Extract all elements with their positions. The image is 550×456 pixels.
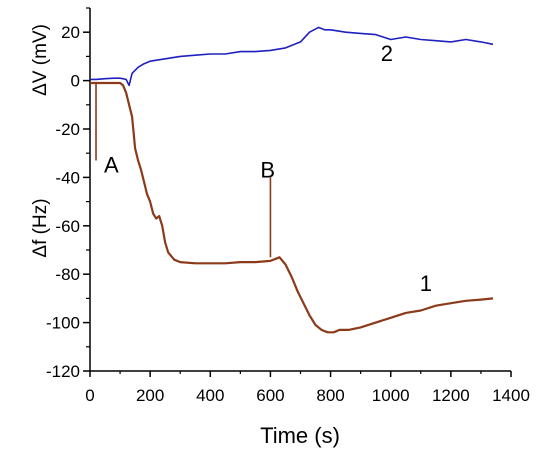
y-tick-label: -80 xyxy=(55,265,80,284)
ticks: 0 200 400 600 800 1000 1200 1400200-20-40-60-80… xyxy=(46,7,530,405)
y-axis-label-top: ΔV (mV) xyxy=(30,24,51,96)
y-tick-label: -60 xyxy=(55,217,80,236)
annotation-1: 1 xyxy=(420,271,432,296)
x-tick-label: 1000 xyxy=(372,386,410,405)
x-tick-label: 800 xyxy=(316,386,344,405)
annotation-a: A xyxy=(104,152,119,177)
x-tick-label: 200 xyxy=(136,386,164,405)
series-line-1 xyxy=(90,81,494,334)
series-line-2 xyxy=(90,26,494,87)
series xyxy=(90,26,494,334)
y-tick-label: -20 xyxy=(55,120,80,139)
y-tick-label: 20 xyxy=(61,23,80,42)
x-tick-label: 600 xyxy=(256,386,284,405)
y-axis-label-bottom: Δf (Hz) xyxy=(30,198,51,257)
annotations: A B 1 2 xyxy=(104,41,432,296)
y-tick-label: -40 xyxy=(55,168,80,187)
markers xyxy=(95,83,272,258)
x-tick-label: 400 xyxy=(196,386,224,405)
annotation-b: B xyxy=(260,157,275,182)
x-tick-label: 0 xyxy=(85,386,94,405)
y-tick-label: -100 xyxy=(46,314,80,333)
annotation-2: 2 xyxy=(381,41,393,66)
x-axis-label: Time (s) xyxy=(260,423,340,448)
x-tick-label: 1200 xyxy=(432,386,470,405)
y-tick-label: -120 xyxy=(46,362,80,381)
x-tick-label: 1400 xyxy=(492,386,530,405)
y-tick-label: 0 xyxy=(71,72,80,91)
